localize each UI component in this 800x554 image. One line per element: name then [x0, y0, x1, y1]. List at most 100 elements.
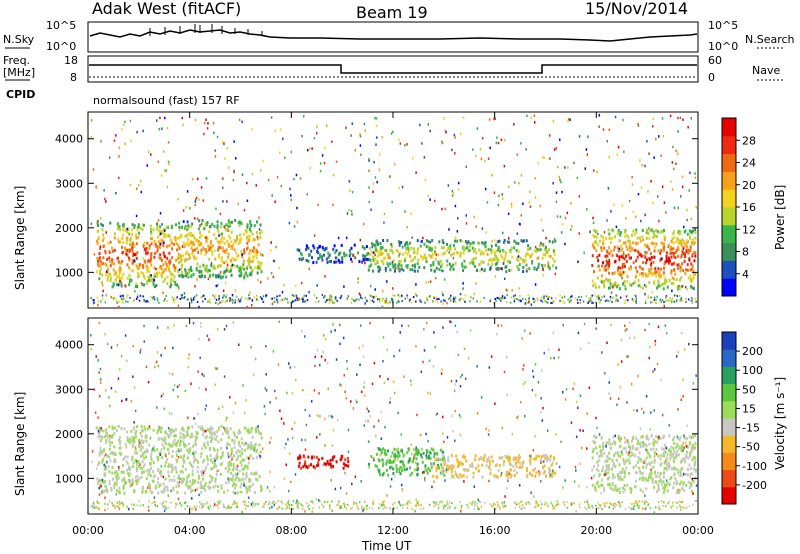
data-cell: [117, 476, 120, 480]
data-cell: [174, 428, 177, 432]
noise-cell: [555, 200, 558, 204]
data-cell: [383, 448, 386, 452]
data-cell: [229, 471, 232, 475]
noise-cell: [237, 202, 239, 206]
noise-cell: [335, 160, 338, 164]
data-cell: [118, 486, 121, 490]
data-cell: [600, 234, 603, 238]
data-cell: [150, 255, 153, 259]
data-cell: [113, 262, 116, 266]
data-cell: [348, 249, 351, 253]
noise-cell: [680, 331, 683, 335]
data-cell: [203, 468, 206, 472]
data-cell: [106, 276, 109, 280]
data-cell: [680, 276, 683, 280]
ground-cell: [548, 296, 551, 299]
noise-cell: [671, 188, 674, 191]
data-cell: [448, 466, 451, 470]
data-cell: [618, 239, 621, 243]
data-cell: [172, 468, 175, 472]
data-cell: [231, 456, 234, 460]
ground-cell: [611, 300, 613, 303]
ground-cell: [144, 300, 147, 303]
data-cell: [619, 233, 622, 237]
data-cell: [681, 487, 684, 491]
ground-cell: [644, 299, 647, 302]
noise-cell: [108, 156, 111, 159]
data-cell: [247, 461, 250, 465]
data-cell: [494, 254, 497, 258]
data-cell: [611, 487, 614, 491]
data-cell: [211, 460, 214, 464]
data-cell: [202, 429, 205, 433]
data-cell: [611, 283, 614, 287]
ground-cell: [321, 294, 324, 297]
data-cell: [692, 275, 695, 279]
data-cell: [230, 240, 233, 244]
noise-cell: [660, 154, 662, 157]
noise-cell: [542, 268, 544, 272]
data-cell: [99, 446, 102, 450]
data-cell: [472, 475, 475, 479]
data-cell: [245, 486, 248, 490]
noise-cell: [454, 236, 457, 239]
data-cell: [622, 490, 625, 494]
data-cell: [449, 267, 452, 271]
data-cell: [159, 483, 162, 487]
data-cell: [592, 464, 595, 468]
noise-cell: [506, 457, 508, 460]
data-cell: [683, 436, 686, 440]
data-cell: [111, 465, 114, 469]
data-cell: [657, 249, 660, 253]
data-cell: [99, 260, 102, 264]
data-cell: [486, 460, 489, 464]
data-cell: [666, 285, 669, 289]
data-cell: [632, 261, 635, 265]
data-cell: [647, 437, 650, 441]
data-cell: [517, 242, 520, 246]
data-cell: [150, 242, 153, 246]
data-cell: [613, 245, 616, 249]
data-cell: [502, 250, 505, 254]
data-cell: [251, 249, 254, 253]
data-cell: [193, 248, 196, 252]
data-cell: [335, 460, 338, 464]
noise-cell: [274, 200, 276, 204]
data-cell: [597, 463, 600, 467]
noise-cell: [410, 212, 412, 215]
ground-cell: [671, 297, 674, 300]
data-cell: [517, 267, 520, 271]
data-cell: [202, 469, 205, 473]
ground-cell: [390, 297, 393, 300]
noise-cell: [609, 397, 612, 400]
noise-cell: [540, 369, 543, 372]
noise-cell: [129, 119, 132, 123]
data-cell: [440, 463, 443, 467]
data-cell: [662, 491, 665, 495]
noise-cell: [375, 124, 378, 128]
data-cell: [131, 246, 134, 250]
noise-cell: [257, 278, 259, 282]
noise-cell: [135, 187, 138, 191]
ground-cell: [297, 298, 299, 301]
data-cell: [230, 220, 233, 224]
noise-cell: [364, 302, 366, 305]
noise-cell: [496, 136, 498, 139]
data-cell: [608, 483, 611, 487]
noise-cell: [578, 135, 581, 138]
data-cell: [454, 472, 457, 476]
noise-cell: [552, 299, 555, 303]
data-cell: [202, 473, 205, 477]
noise-cell: [644, 213, 646, 217]
data-cell: [637, 279, 640, 283]
noise-cell: [518, 181, 520, 185]
data-cell: [208, 248, 211, 252]
data-cell: [183, 245, 186, 249]
data-cell: [178, 221, 181, 225]
beam-title: Beam 19: [356, 3, 428, 22]
data-cell: [95, 426, 98, 430]
data-cell: [187, 486, 190, 490]
data-cell: [255, 471, 258, 475]
data-cell: [441, 469, 444, 473]
data-cell: [231, 245, 234, 249]
